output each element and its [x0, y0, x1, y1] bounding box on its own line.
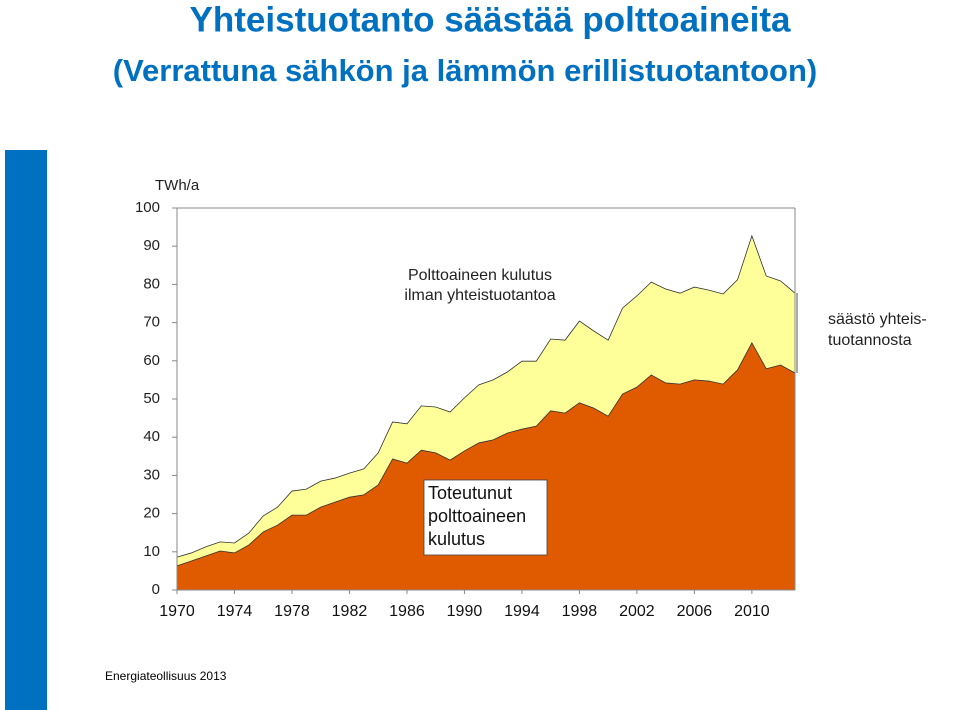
- x-tick-label: 1978: [274, 603, 310, 620]
- y-tick-label: 90: [143, 237, 160, 254]
- y-axis-label: TWh/a: [155, 177, 200, 194]
- x-tick-label: 2002: [619, 603, 655, 620]
- area-line: [176, 234, 796, 558]
- x-tick-label: 1974: [217, 603, 253, 620]
- x-tick-label: 1990: [447, 603, 483, 620]
- annotation: polttoaineen: [428, 506, 526, 526]
- area-line: [176, 342, 796, 567]
- x-tick-label: 1982: [332, 603, 368, 620]
- annotation: kulutus: [428, 529, 485, 549]
- y-tick-label: 70: [143, 314, 160, 331]
- x-tick-label: 1994: [504, 603, 540, 620]
- chart-title: Yhteistuotanto säästää polttoaineita: [190, 0, 791, 39]
- annotation: ilman yhteistuotantoa: [404, 287, 555, 304]
- y-tick-label: 100: [135, 199, 160, 216]
- annotation: Toteutunut: [428, 483, 512, 503]
- annotation: Polttoaineen kulutus: [408, 267, 552, 284]
- y-tick-label: 30: [143, 466, 160, 483]
- y-tick-label: 40: [143, 428, 160, 445]
- y-tick-label: 80: [143, 275, 160, 292]
- x-tick-label: 2010: [734, 603, 770, 620]
- side-bar: [5, 150, 47, 710]
- plot: 0 10 20 30 40 50 60 70 80 90 100 1970 1974 1978 1982 19…: [135, 199, 927, 620]
- chart-subtitle: (Verrattuna sähkön ja lämmön erillistuot…: [113, 53, 818, 88]
- area-fill: [177, 342, 795, 590]
- x-tick-label: 1998: [562, 603, 598, 620]
- x-tick-label: 2006: [677, 603, 713, 620]
- annotation: tuotannosta: [828, 332, 912, 349]
- annotation-box: [423, 479, 548, 556]
- y-tick-label: 20: [143, 505, 160, 522]
- y-tick-label: 60: [143, 352, 160, 369]
- x-tick-label: 1986: [389, 603, 425, 620]
- x-tick-label: 1970: [159, 603, 195, 620]
- source: Energiateollisuus 2013: [105, 669, 227, 683]
- y-tick-label: 0: [152, 581, 160, 598]
- y-tick-label: 50: [143, 390, 160, 407]
- annotation: säästö yhteis-: [828, 311, 927, 328]
- y-tick-label: 10: [143, 543, 160, 560]
